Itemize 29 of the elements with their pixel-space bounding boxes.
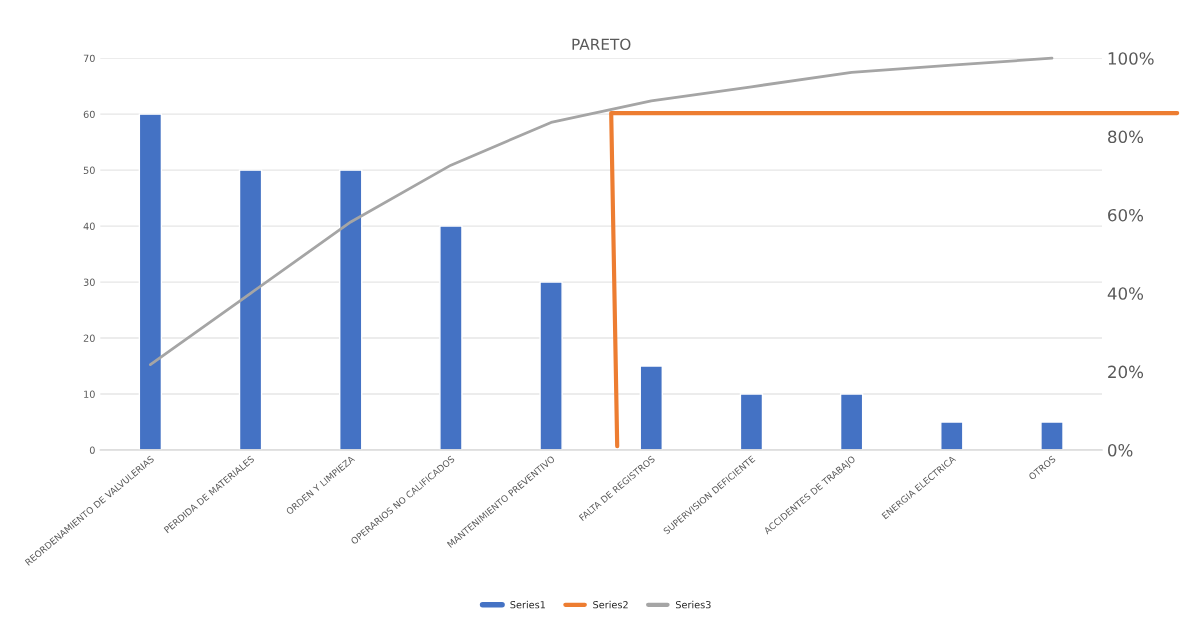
chart-title: PARETO <box>572 38 631 51</box>
y2-tick-label: 40% <box>1107 287 1144 300</box>
y-tick-label: 50 <box>83 166 95 174</box>
y2-tick-label: 60% <box>1108 208 1144 222</box>
bar <box>439 225 463 451</box>
bar <box>639 365 663 451</box>
y-tick-label: 10 <box>84 390 95 398</box>
y2-tick-label: 80% <box>1108 130 1144 144</box>
bar <box>839 393 864 451</box>
bar <box>339 169 363 451</box>
y-tick-label: 0 <box>89 446 95 454</box>
bar <box>539 281 563 451</box>
line-series <box>148 56 1054 366</box>
bar <box>238 169 263 451</box>
y2-tick-label: 20% <box>1108 365 1144 379</box>
legend-label: Series1 <box>510 600 545 609</box>
bar <box>940 421 964 451</box>
y2-tick-label: 0% <box>1108 443 1133 457</box>
bar <box>138 113 163 451</box>
y-tick-label: 40 <box>83 222 95 230</box>
y-tick-label: 30 <box>83 278 95 286</box>
legend-label: Series2 <box>593 600 628 609</box>
y2-tick-label: 100% <box>1108 52 1154 65</box>
y-tick-label: 70 <box>83 54 95 63</box>
legend-label: Series3 <box>675 600 711 609</box>
bar <box>739 393 764 451</box>
y-tick-label: 60 <box>83 110 95 118</box>
bar <box>1040 421 1064 451</box>
y-tick-label: 20 <box>83 334 95 342</box>
